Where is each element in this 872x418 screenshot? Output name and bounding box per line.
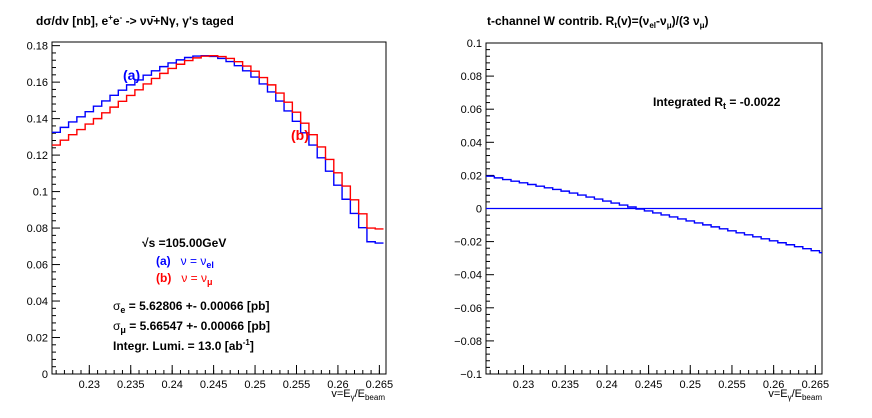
y-tick-label: 0.06 <box>461 104 482 116</box>
y-tick-label: 0.02 <box>461 170 482 182</box>
series-b-inline-label: (b) <box>291 127 309 143</box>
y-tick-label: 0.02 <box>27 333 48 345</box>
integrated-rt-label: Integrated Rt = -0.0022 <box>653 95 781 111</box>
sigma-mu-line: σμ = 5.66547 +- 0.00066 [pb] <box>113 319 270 335</box>
right-x-axis-label: v=Eγ/Ebeam <box>768 388 822 402</box>
right-y-axis: −0.1 −0.08 −0.06 −0.04 −0.02 0 0.02 0.04 0.06 0.0… <box>454 38 494 381</box>
sqrt-s-label: √s =105.00GeV <box>142 236 226 250</box>
series-a-inline-label: (a) <box>123 67 140 83</box>
x-tick-label: 0.245 <box>635 379 663 391</box>
y-tick-label: 0 <box>476 204 482 216</box>
legend-entry-a: (a) ν = νel <box>156 254 214 270</box>
left-x-axis: 0.23 0.235 0.24 0.245 0.25 0.255 0.26 0.265 <box>55 365 394 391</box>
legend-a-tag: (a) <box>156 254 171 268</box>
legend-b-sub: μ <box>207 277 213 287</box>
svg-text:(a)ν = νel: (a) ν = νel <box>156 254 214 270</box>
y-tick-label: 0.14 <box>27 114 48 126</box>
legend-a-sub: el <box>206 260 214 270</box>
y-tick-label: 0.08 <box>27 223 48 235</box>
x-tick-label: 0.255 <box>718 379 746 391</box>
x-tick-label: 0.23 <box>79 379 100 391</box>
y-tick-label: −0.02 <box>454 237 482 249</box>
y-tick-label: −0.04 <box>454 270 482 282</box>
y-tick-label: 0.06 <box>27 260 48 272</box>
y-tick-label: 0.16 <box>27 77 48 89</box>
y-tick-label: 0.08 <box>461 71 482 83</box>
x-tick-label: 0.25 <box>680 379 701 391</box>
left-plot-frame <box>51 41 387 375</box>
x-tick-label: 0.25 <box>244 379 265 391</box>
series-line-0 <box>52 54 384 244</box>
left-title: dσ/dv [nb], e+e- -> νν̄+Nγ, γ's taged <box>36 13 234 28</box>
series-line-1 <box>52 54 384 230</box>
x-tick-label: 0.24 <box>596 379 617 391</box>
y-tick-label: 0.18 <box>27 41 48 53</box>
y-tick-label: 0.04 <box>27 296 48 308</box>
x-tick-label: 0.255 <box>283 379 311 391</box>
sigma-e-line: σe = 5.62806 +- 0.00066 [pb] <box>113 299 270 315</box>
left-x-axis-label: v=Eγ/Ebeam <box>331 388 385 402</box>
legend-b-tag: (b) <box>156 271 171 285</box>
y-tick-label: 0 <box>42 369 48 381</box>
y-tick-label: −0.08 <box>454 336 482 348</box>
y-tick-label: −0.06 <box>454 303 482 315</box>
left-panel: dσ/dv [nb], e+e- -> νν̄+Nγ, γ's taged 00… <box>27 13 394 402</box>
x-tick-label: 0.265 <box>802 379 830 391</box>
x-tick-label: 0.265 <box>366 379 394 391</box>
x-tick-label: 0.23 <box>513 379 534 391</box>
legend-entry-b: (b) ν = νμ <box>156 271 213 287</box>
x-tick-label: 0.235 <box>551 379 579 391</box>
y-tick-label: 0.12 <box>27 150 48 162</box>
x-tick-label: 0.26 <box>327 379 348 391</box>
svg-text:(b)ν = νμ: (b) ν = νμ <box>156 271 213 287</box>
y-tick-label: −0.1 <box>460 369 482 381</box>
y-tick-label: 0.1 <box>467 38 482 50</box>
right-series-group <box>486 175 822 254</box>
y-tick-label: 0.1 <box>33 187 48 199</box>
y-tick-label: 0.04 <box>461 137 482 149</box>
legend-b-text: ν = ν <box>181 271 207 285</box>
right-panel: t-channel W contrib. Rt(v)=(νel-νμ)/(3 ν… <box>454 14 829 402</box>
left-y-axis: 0 0.02 0.04 0.06 0.08 0.1 0.12 0.14 0.16 0.18 <box>27 41 60 381</box>
right-title: t-channel W contrib. Rt(v)=(νel-νμ)/(3 ν… <box>487 14 709 30</box>
left-series-group <box>52 54 384 244</box>
x-tick-label: 0.235 <box>117 379 145 391</box>
x-tick-label: 0.24 <box>161 379 182 391</box>
lumi-line: Integr. Lumi. = 13.0 [ab-1] <box>113 338 254 353</box>
right-x-axis: 0.23 0.235 0.24 0.245 0.25 0.255 0.26 0.265 <box>489 365 830 391</box>
legend-a-text: ν = ν <box>181 254 207 268</box>
x-tick-label: 0.26 <box>763 379 784 391</box>
series-line-0 <box>486 175 822 254</box>
x-tick-label: 0.245 <box>200 379 228 391</box>
